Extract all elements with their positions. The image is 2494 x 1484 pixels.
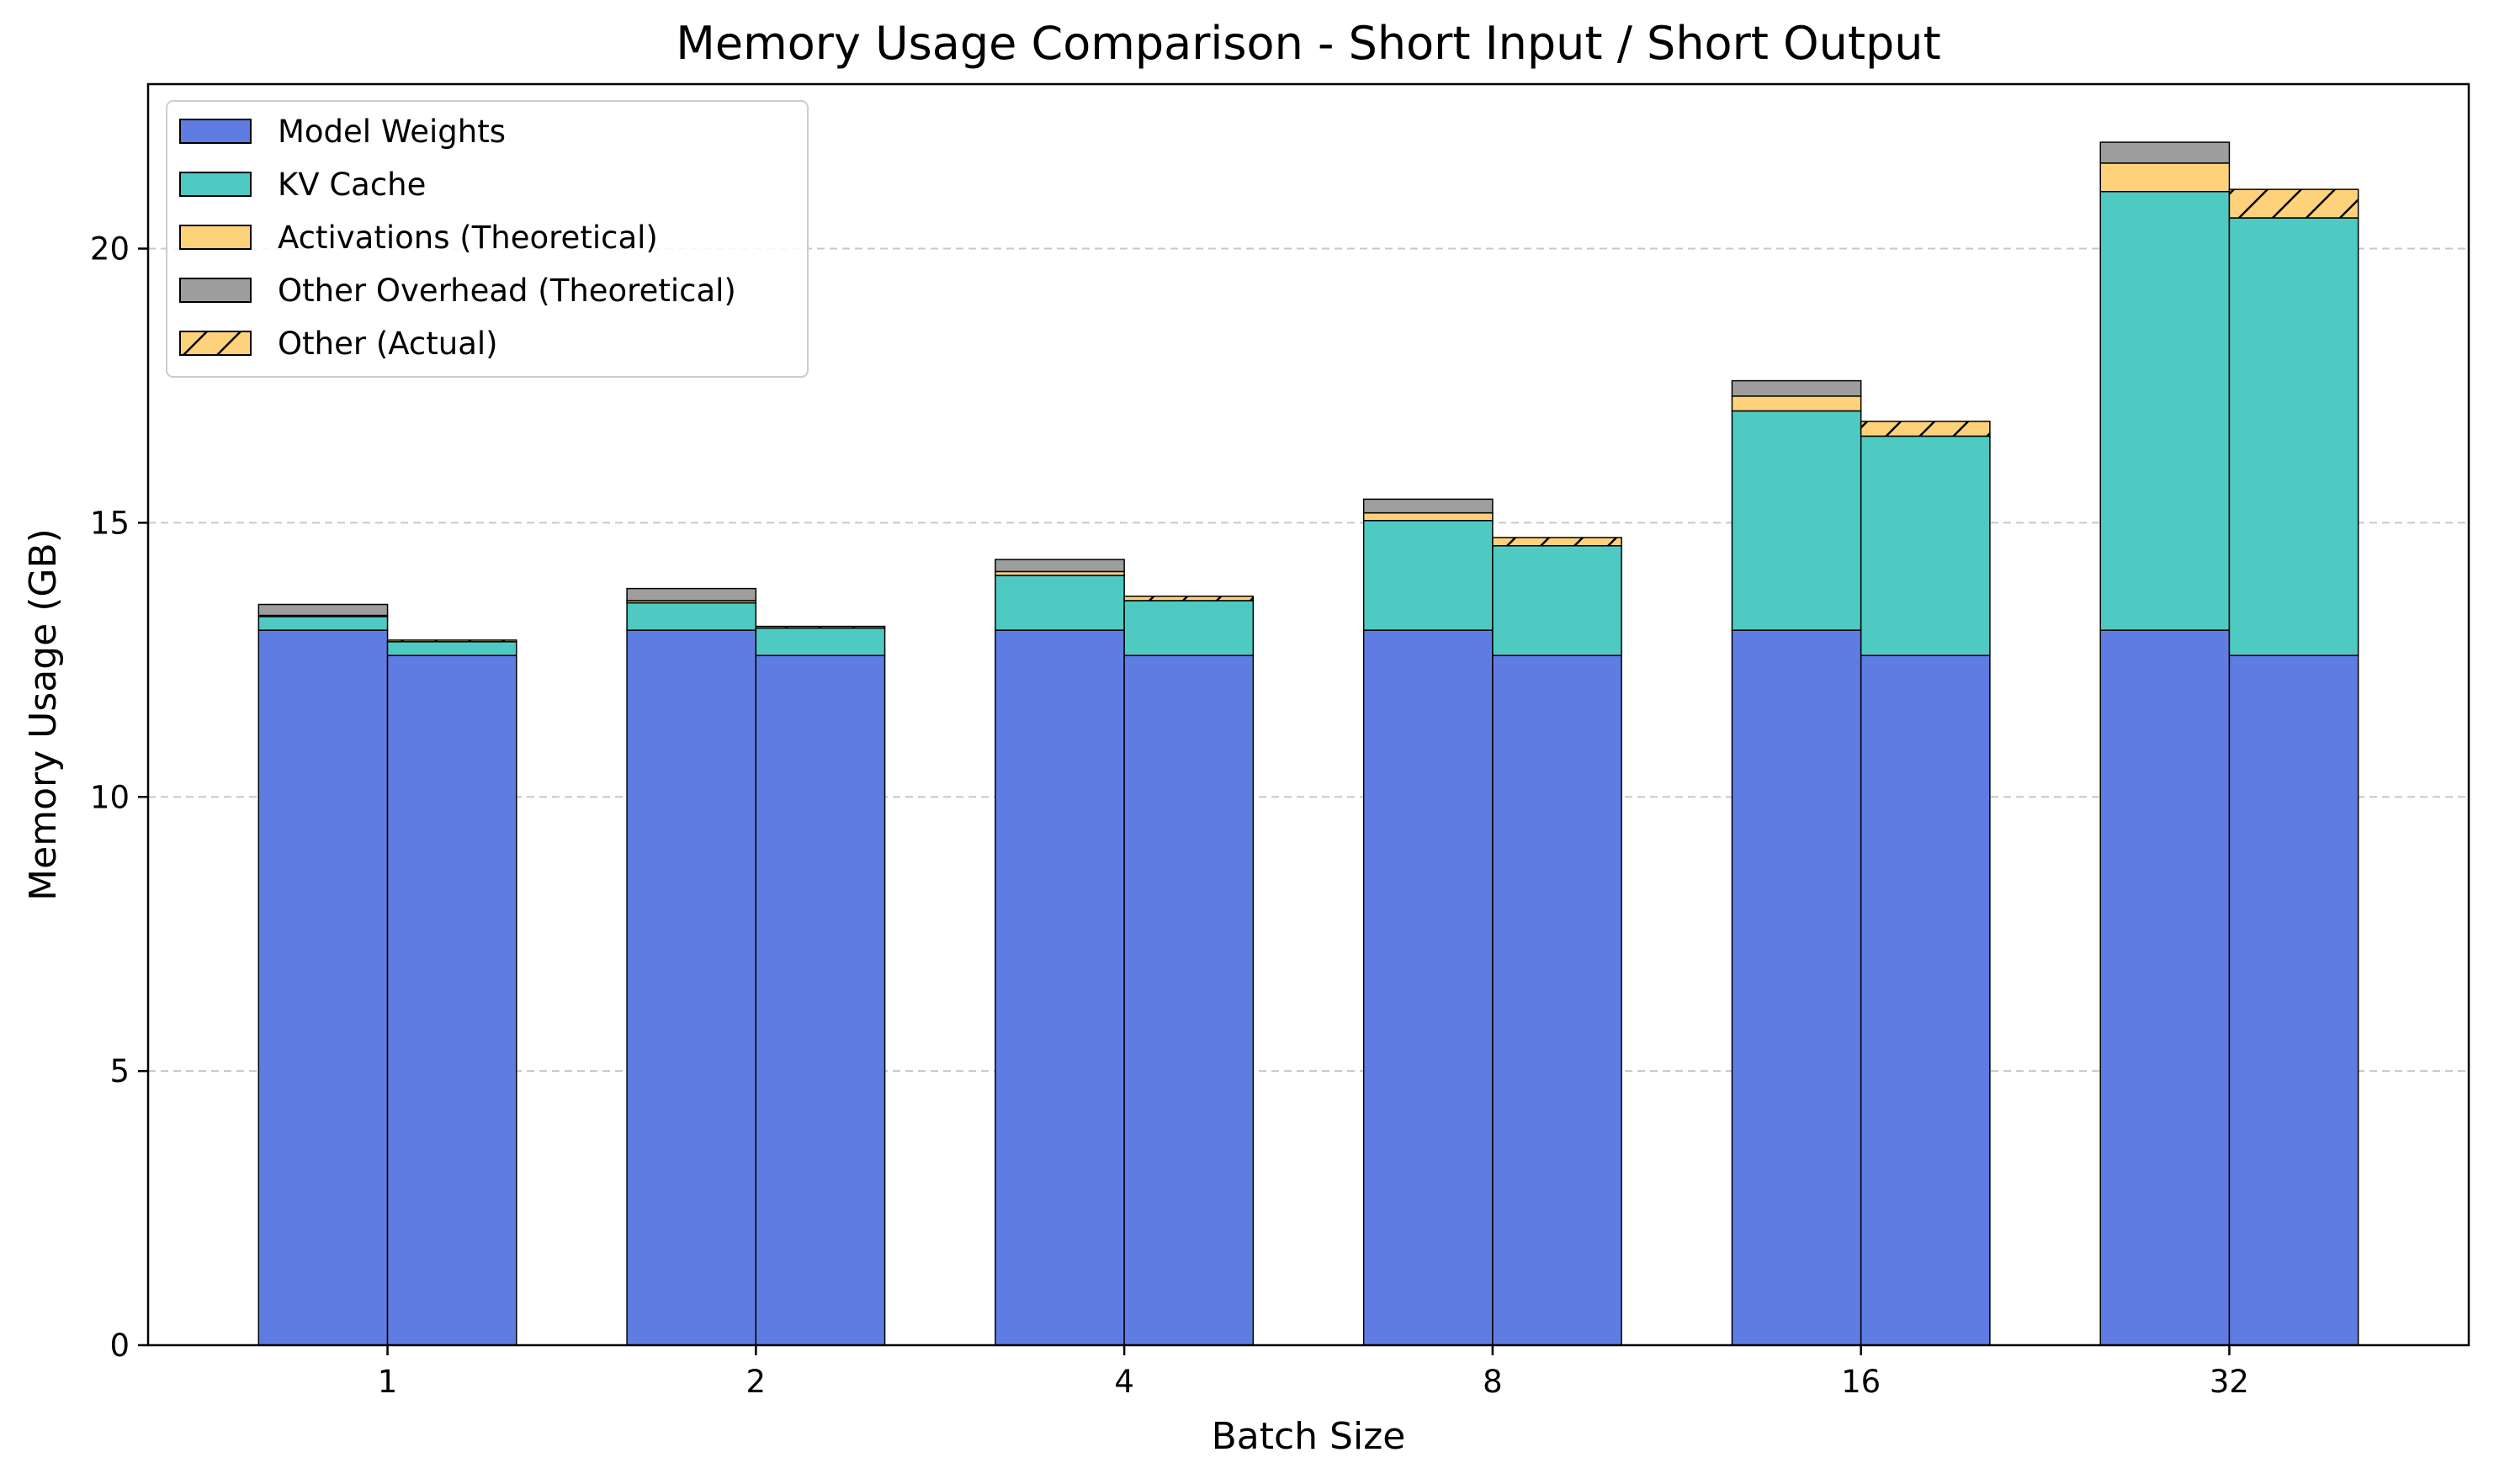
bar-theoretical-activations: [1362, 511, 1494, 522]
bar-actual-kv-cache: [386, 641, 517, 656]
legend-label: Model Weights: [278, 114, 506, 150]
y-axis: 0 5 10 15 20: [90, 231, 148, 1364]
bar-actual-other: [1123, 595, 1255, 602]
bar-theoretical-model-weights: [1731, 629, 1862, 1346]
bar-theoretical-model-weights: [995, 629, 1125, 1346]
x-tick-label: 4: [1114, 1364, 1134, 1400]
bar-actual-other: [2228, 188, 2359, 219]
chart-title: Memory Usage Comparison - Short Input / …: [676, 17, 1940, 70]
bar-theoretical-other-overhead: [1731, 379, 1862, 397]
bar-theoretical-activations: [2099, 162, 2231, 193]
bar-actual-model-weights: [1123, 655, 1255, 1346]
legend-swatch: [179, 172, 252, 197]
bar-theoretical-other-overhead: [257, 603, 389, 617]
x-tick-label: 16: [1841, 1364, 1881, 1400]
legend-box: [166, 100, 809, 378]
bar-actual-kv-cache: [755, 627, 886, 656]
legend-swatch: [179, 331, 252, 356]
bar-theoretical-other-overhead: [626, 587, 757, 602]
legend-swatch: [179, 119, 252, 144]
bar-theoretical-model-weights: [626, 629, 757, 1346]
x-axis: 1 2 4 8 16 32: [378, 1345, 2249, 1400]
bar-actual-model-weights: [386, 655, 517, 1346]
x-axis-label: Batch Size: [1212, 1415, 1406, 1458]
bar-theoretical-kv-cache: [1731, 410, 1862, 631]
plot-frame: [146, 82, 2470, 1347]
bar-actual-kv-cache: [1123, 600, 1255, 656]
x-tick-label: 1: [378, 1364, 398, 1400]
legend-swatch: [179, 278, 252, 303]
y-tick-label: 15: [90, 505, 130, 541]
bar-actual-kv-cache: [1860, 435, 1991, 656]
bar-theoretical-kv-cache: [995, 575, 1125, 631]
legend: Model Weights KV Cache Activations (Theore…: [166, 100, 809, 378]
bar-actual-other: [1860, 421, 1991, 437]
bar-theoretical-model-weights: [257, 629, 389, 1346]
bar-actual-other: [755, 625, 886, 629]
bar-theoretical-other-overhead: [2099, 141, 2231, 164]
bar-theoretical-other-overhead: [995, 559, 1125, 573]
bar-actual-model-weights: [1492, 655, 1622, 1346]
legend-label: Other Overhead (Theoretical): [278, 273, 736, 309]
bar-actual-model-weights: [755, 655, 886, 1346]
bar-theoretical-kv-cache: [257, 616, 389, 631]
y-axis-label: Memory Usage (GB): [22, 528, 65, 901]
bar-theoretical-kv-cache: [1362, 520, 1494, 631]
x-tick-label: 8: [1483, 1364, 1503, 1400]
y-tick-label: 0: [109, 1328, 130, 1364]
legend-label: Other (Actual): [278, 326, 498, 362]
bar-actual-other: [386, 639, 517, 643]
y-tick-label: 5: [109, 1053, 130, 1089]
bar-actual-other: [1492, 537, 1622, 547]
bar-theoretical-activations: [1731, 395, 1862, 412]
bar-actual-model-weights: [2228, 655, 2359, 1346]
bar-theoretical-other-overhead: [1362, 498, 1494, 514]
y-tick-label: 20: [90, 231, 130, 268]
legend-label: Activations (Theoretical): [278, 220, 658, 256]
x-tick-label: 32: [2210, 1364, 2249, 1400]
bar-actual-kv-cache: [2228, 217, 2359, 656]
bars-group: [257, 141, 2359, 1346]
bar-actual-kv-cache: [1492, 545, 1622, 656]
bar-actual-model-weights: [1860, 655, 1991, 1346]
bar-theoretical-model-weights: [2099, 629, 2231, 1346]
legend-label: KV Cache: [278, 167, 426, 203]
y-tick-label: 10: [90, 779, 130, 815]
bar-theoretical-kv-cache: [626, 602, 757, 631]
bar-theoretical-model-weights: [1362, 629, 1494, 1346]
x-tick-label: 2: [746, 1364, 767, 1400]
legend-swatch: [179, 225, 252, 250]
bar-theoretical-kv-cache: [2099, 190, 2231, 631]
grid-lines: [148, 247, 2469, 1073]
